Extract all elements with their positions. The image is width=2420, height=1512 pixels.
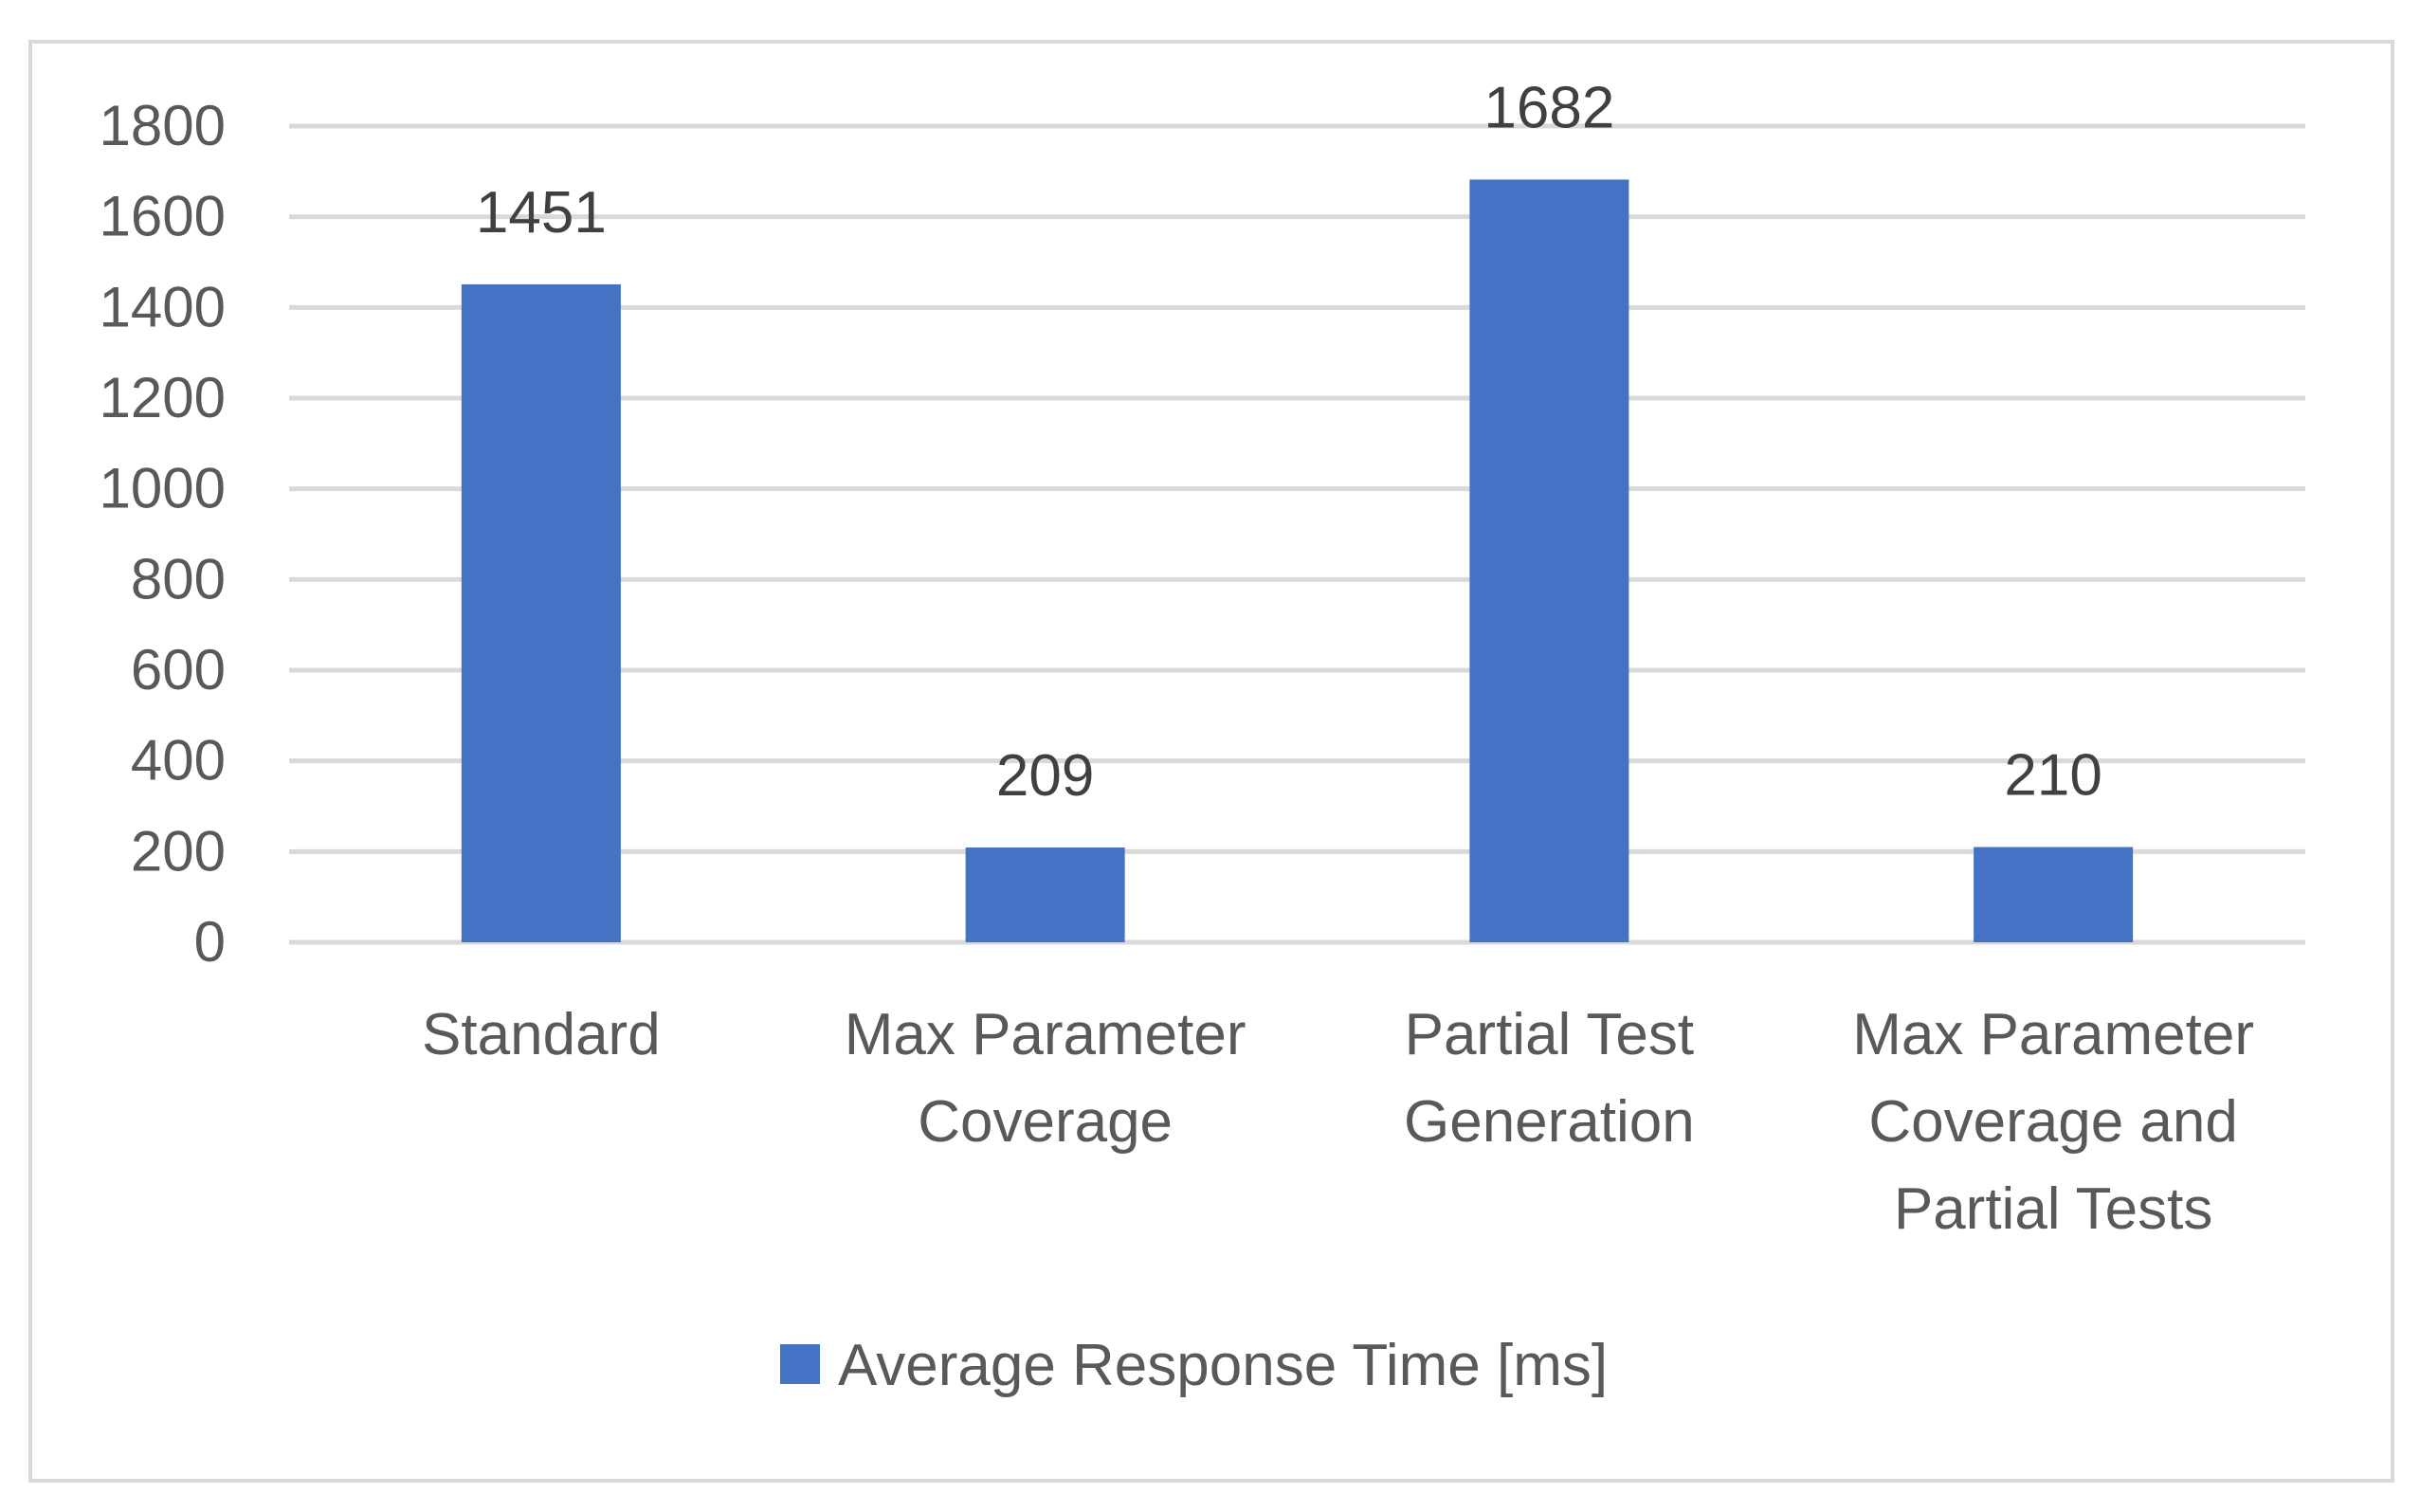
data-label-1: 209 bbox=[996, 743, 1094, 809]
y-tick-label-400: 400 bbox=[131, 729, 226, 792]
category-label-2: Partial Test Generation bbox=[1404, 1002, 1695, 1155]
bar-1 bbox=[965, 847, 1125, 942]
y-tick-label-1600: 1600 bbox=[100, 185, 226, 248]
bars bbox=[461, 179, 2134, 942]
y-tick-label-1800: 1800 bbox=[100, 94, 226, 157]
bar-2 bbox=[1469, 179, 1629, 942]
x-axis-category-labels: Standard Max Parameter Coverage Partial Tes… bbox=[422, 1002, 2254, 1242]
data-label-2: 1682 bbox=[1483, 75, 1614, 140]
legend-swatch bbox=[780, 1344, 820, 1384]
category-label-3-line-2: Partial Tests bbox=[1894, 1176, 2213, 1242]
bar-0 bbox=[461, 283, 621, 942]
y-tick-label-1400: 1400 bbox=[100, 275, 226, 338]
category-label-0-line-0: Standard bbox=[422, 1002, 661, 1067]
category-label-3: Max Parameter Coverage and Partial Tests bbox=[1852, 1002, 2254, 1242]
bar-3 bbox=[1974, 847, 2134, 942]
category-label-1-line-1: Coverage bbox=[918, 1089, 1173, 1155]
category-label-1: Max Parameter Coverage bbox=[845, 1002, 1246, 1155]
category-label-0: Standard bbox=[422, 1002, 661, 1067]
category-label-1-line-0: Max Parameter bbox=[845, 1002, 1246, 1067]
y-tick-label-800: 800 bbox=[131, 547, 226, 610]
y-tick-label-1000: 1000 bbox=[100, 457, 226, 520]
y-axis-tick-labels: 0 200 400 600 800 1000 1200 1400 1600 1800 bbox=[100, 94, 226, 974]
data-label-0: 1451 bbox=[476, 180, 607, 246]
legend: Average Response Time [ms] bbox=[780, 1333, 1608, 1398]
category-label-3-line-1: Coverage and bbox=[1868, 1089, 2238, 1155]
data-label-3: 210 bbox=[2004, 743, 2102, 809]
y-tick-label-1200: 1200 bbox=[100, 366, 226, 429]
data-labels: 1451 209 1682 210 bbox=[476, 75, 2102, 809]
legend-label: Average Response Time [ms] bbox=[838, 1333, 1608, 1398]
y-tick-label-0: 0 bbox=[194, 910, 226, 974]
category-label-2-line-0: Partial Test bbox=[1405, 1002, 1695, 1067]
category-label-3-line-0: Max Parameter bbox=[1852, 1002, 2254, 1067]
y-tick-label-200: 200 bbox=[131, 819, 226, 883]
gridlines bbox=[289, 123, 2305, 945]
y-tick-label-600: 600 bbox=[131, 638, 226, 701]
category-label-2-line-1: Generation bbox=[1404, 1089, 1695, 1155]
